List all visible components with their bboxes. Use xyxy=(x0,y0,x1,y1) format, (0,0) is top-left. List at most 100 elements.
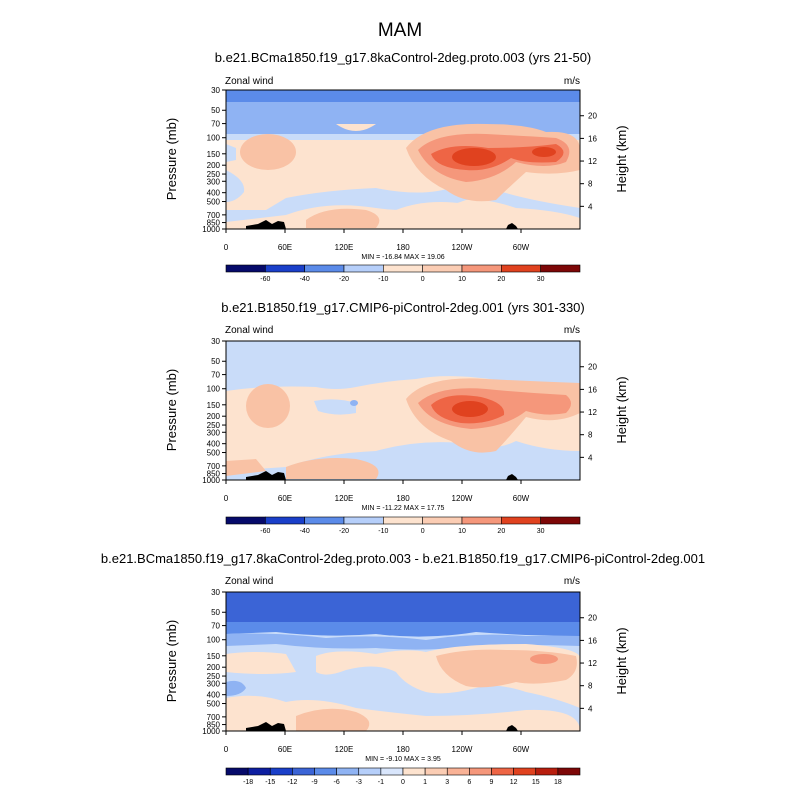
panel-2-ytick-label: 700 xyxy=(207,462,221,471)
panel-3-contour-strat-neg4 xyxy=(226,592,580,622)
panel-3-terrain-andes xyxy=(506,725,518,731)
panel-2-ytick-label: 30 xyxy=(211,337,220,346)
panel-2-colorbar-swatch xyxy=(501,516,541,525)
panel-2: b.e21.B1850.f19_g17.CMIP6-piControl-2deg… xyxy=(164,300,629,535)
panel-1-xtick-label: 60E xyxy=(278,243,292,252)
panel-1-ytick-label: 400 xyxy=(207,189,221,198)
panel-1-units-label: m/s xyxy=(564,76,580,87)
panel-1-colorbar-swatch xyxy=(461,264,502,273)
panel-1-y2label: Height (km) xyxy=(614,125,629,192)
panel-3-ytick-label: 300 xyxy=(207,679,221,688)
panel-2-xtick-label: 60W xyxy=(513,494,530,503)
panel-3-contour-strat-neg3 xyxy=(226,622,580,637)
panel-2-colorbar-label: -10 xyxy=(378,528,388,535)
panel-3-ytick-label: 700 xyxy=(207,713,221,722)
panel-3: b.e21.BCma1850.f19_g17.8kaControl-2deg.p… xyxy=(101,551,705,786)
panel-2-ytick-label: 250 xyxy=(207,421,221,430)
page-title: MAM xyxy=(378,20,422,41)
panel-3-y2tick-label: 16 xyxy=(588,636,597,645)
panel-3-stats: MIN = -9.10 MAX = 3.95 xyxy=(365,756,441,763)
panel-1-contour-jet-core-2 xyxy=(532,147,556,157)
panel-2-colorbar-label: -60 xyxy=(260,528,270,535)
panel-3-y2tick-label: 20 xyxy=(588,614,597,623)
panel-3-colorbar-label: -18 xyxy=(243,779,253,786)
panel-3-ytick-label: 150 xyxy=(207,652,221,661)
panel-3-colorbar-swatch xyxy=(314,767,337,776)
panel-3-colorbar-label: 6 xyxy=(467,779,471,786)
panel-2-colorbar-label: 20 xyxy=(497,528,505,535)
panel-3-colorbar-label: 1 xyxy=(423,779,427,786)
panel-3-colorbar-label: 18 xyxy=(554,779,562,786)
panel-3-contour-surface-pos1 xyxy=(296,708,370,731)
panel-1-xtick-label: 120E xyxy=(335,243,354,252)
panel-3-colorbar-swatch xyxy=(292,767,315,776)
panel-2-y2tick-label: 8 xyxy=(588,431,593,440)
panel-1-contour-westerly-jet-west xyxy=(240,134,296,170)
panel-3-title: b.e21.BCma1850.f19_g17.8kaControl-2deg.p… xyxy=(101,551,705,566)
panel-3-colorbar-label: 12 xyxy=(510,779,518,786)
panel-1-ytick-label: 50 xyxy=(211,106,220,115)
panel-3-y2tick-label: 8 xyxy=(588,682,593,691)
panel-3-colorbar-swatch xyxy=(380,767,404,776)
panel-3-colorbar-swatch xyxy=(336,767,360,776)
panel-3-y2tick-label: 12 xyxy=(588,659,597,668)
panel-1-colorbar-swatch xyxy=(383,264,423,273)
panel-2-units-label: m/s xyxy=(564,325,580,336)
panel-3-ytick-label: 850 xyxy=(207,721,221,730)
panel-1-ytick-label: 70 xyxy=(211,120,220,129)
panel-3-xtick-label: 120E xyxy=(335,745,354,754)
panel-1-y2tick-label: 20 xyxy=(588,112,597,121)
panel-3-colorbar-swatch xyxy=(535,767,559,776)
panel-2-ytick-label: 400 xyxy=(207,440,221,449)
panel-3-ytick-label: 200 xyxy=(207,663,221,672)
panel-1-xtick-label: 60W xyxy=(513,243,530,252)
panel-2-colorbar-swatch xyxy=(461,516,502,525)
panel-2-ytick-label: 200 xyxy=(207,412,221,421)
panel-2-y2tick-label: 20 xyxy=(588,363,597,372)
panel-1-terrain-africa xyxy=(246,220,286,229)
panel-3-xtick-label: 120W xyxy=(452,745,473,754)
panel-2-stats: MIN = -11.22 MAX = 17.75 xyxy=(362,505,445,512)
panel-1-ytick-label: 500 xyxy=(207,198,221,207)
panel-2-ytick-label: 50 xyxy=(211,357,220,366)
panel-3-colorbar-swatch xyxy=(402,767,426,776)
panel-2-title: b.e21.B1850.f19_g17.CMIP6-piControl-2deg… xyxy=(221,300,585,315)
panel-3-ylabel: Pressure (mb) xyxy=(164,620,179,702)
panel-2-colorbar-swatch xyxy=(304,516,345,525)
panel-2-xtick-label: 0 xyxy=(224,494,229,503)
panel-3-contour-mid-pos1 xyxy=(436,649,577,688)
panel-3-y2tick-label: 4 xyxy=(588,704,593,713)
panel-3-ytick-label: 250 xyxy=(207,672,221,681)
panel-1-contour-strat-high xyxy=(226,90,580,102)
panel-3-contour-mid-pos2 xyxy=(530,654,558,664)
panel-3-ytick-label: 1000 xyxy=(202,727,220,736)
panel-2-colorbar-label: -40 xyxy=(300,528,310,535)
panel-1-contour-westedge xyxy=(226,144,236,162)
panel-3-colorbar-label: 9 xyxy=(490,779,494,786)
panel-2-ytick-label: 70 xyxy=(211,371,220,380)
panel-1-colorbar-swatch xyxy=(422,264,463,273)
panel-1-contour-surface-westerly xyxy=(306,208,380,228)
panel-2-y2tick-label: 4 xyxy=(588,453,593,462)
panel-1-colorbar-swatch xyxy=(343,264,384,273)
panel-3-xtick-label: 60W xyxy=(513,745,530,754)
panel-3-ytick-label: 500 xyxy=(207,700,221,709)
panel-1-y2tick-label: 8 xyxy=(588,180,593,189)
panel-1-ytick-label: 150 xyxy=(207,150,221,159)
panel-3-colorbar-swatch xyxy=(225,767,249,776)
panel-2-colorbar-label: 0 xyxy=(421,528,425,535)
panel-2-variable-label: Zonal wind xyxy=(225,325,273,336)
panel-3-ytick-label: 30 xyxy=(211,588,220,597)
panel-2-y2label: Height (km) xyxy=(614,376,629,443)
panel-3-colorbar-swatch xyxy=(424,767,448,776)
panel-1-terrain-andes xyxy=(506,223,518,229)
panel-2-colorbar-label: 10 xyxy=(458,528,466,535)
panel-1-colorbar-label: -40 xyxy=(300,276,310,283)
panel-1-y2tick-label: 16 xyxy=(588,134,597,143)
panel-1-ytick-label: 250 xyxy=(207,170,221,179)
panel-2-ytick-label: 150 xyxy=(207,401,221,410)
panel-1-ytick-label: 1000 xyxy=(202,225,220,234)
panel-1-colorbar-swatch xyxy=(225,264,266,273)
panel-1-y2tick-label: 4 xyxy=(588,202,593,211)
panel-3-colorbar-swatch xyxy=(469,767,492,776)
